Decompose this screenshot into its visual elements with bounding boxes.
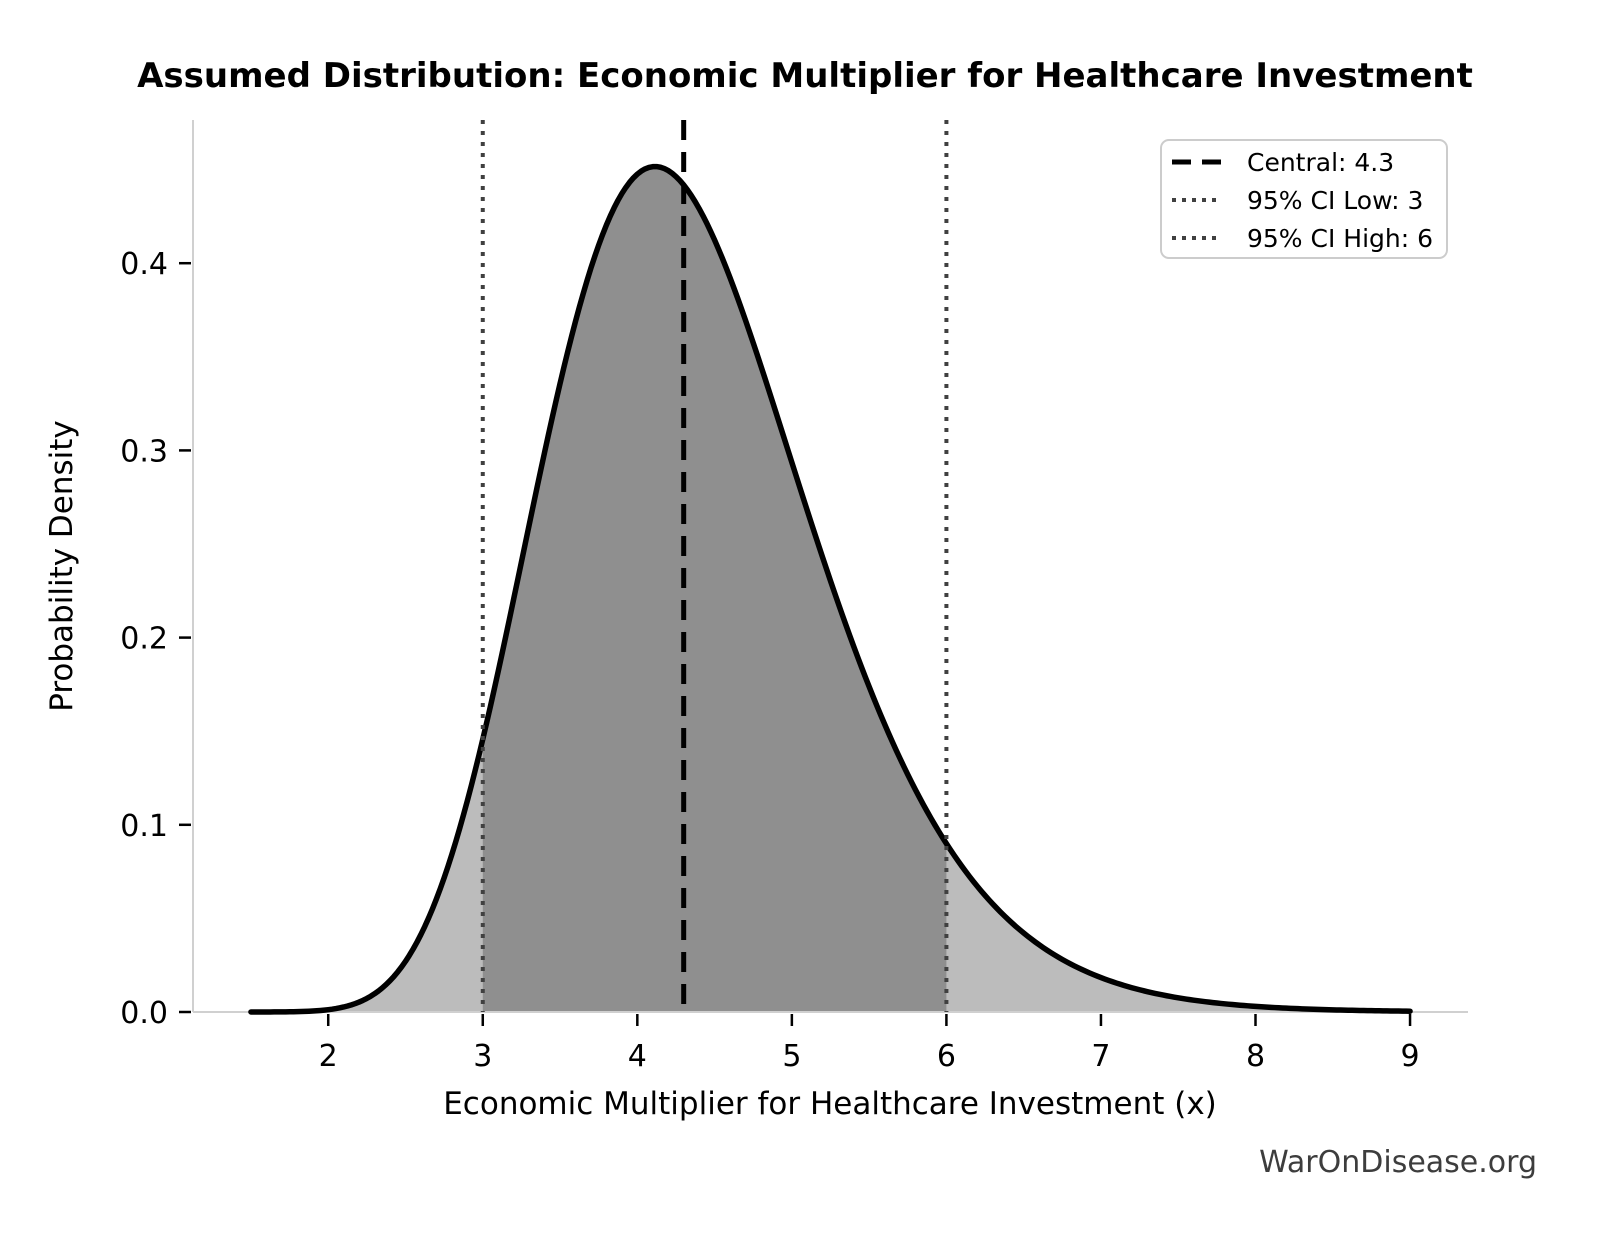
- x-tick-label: 3: [473, 1039, 492, 1074]
- x-axis-ticks: 2 3 4 5 6 7 8 9: [319, 1014, 1420, 1074]
- y-tick-label: 0.3: [120, 434, 168, 469]
- legend-label-ci-low: 95% CI Low: 3: [1247, 186, 1423, 215]
- x-tick-label: 4: [628, 1039, 647, 1074]
- watermark: WarOnDisease.org: [1259, 1145, 1537, 1180]
- legend-label-central: Central: 4.3: [1247, 148, 1394, 177]
- x-tick-label: 9: [1400, 1039, 1419, 1074]
- x-tick-label: 6: [937, 1039, 956, 1074]
- x-axis-label: Economic Multiplier for Healthcare Inves…: [443, 1086, 1217, 1122]
- legend-box: [1160, 139, 1448, 259]
- x-tick-label: 5: [782, 1039, 801, 1074]
- y-tick-label: 0.1: [120, 809, 168, 844]
- legend-label-ci-high: 95% CI High: 6: [1247, 224, 1433, 253]
- x-tick-label: 7: [1091, 1039, 1110, 1074]
- y-tick-label: 0.2: [120, 622, 168, 657]
- x-tick-label: 8: [1246, 1039, 1265, 1074]
- y-axis-label: Probability Density: [44, 420, 80, 712]
- chart-title: Assumed Distribution: Economic Multiplie…: [137, 56, 1473, 96]
- y-tick-label: 0.4: [120, 247, 168, 282]
- x-tick-label: 2: [319, 1039, 338, 1074]
- density-fill-ci-region: [482, 166, 947, 1013]
- y-tick-label: 0.0: [120, 996, 168, 1031]
- y-axis-ticks: 0.0 0.1 0.2 0.3 0.4: [120, 247, 191, 1031]
- density-curve: [248, 163, 1413, 1015]
- legend: Central: 4.3 95% CI Low: 3 95% CI High: …: [1160, 139, 1448, 259]
